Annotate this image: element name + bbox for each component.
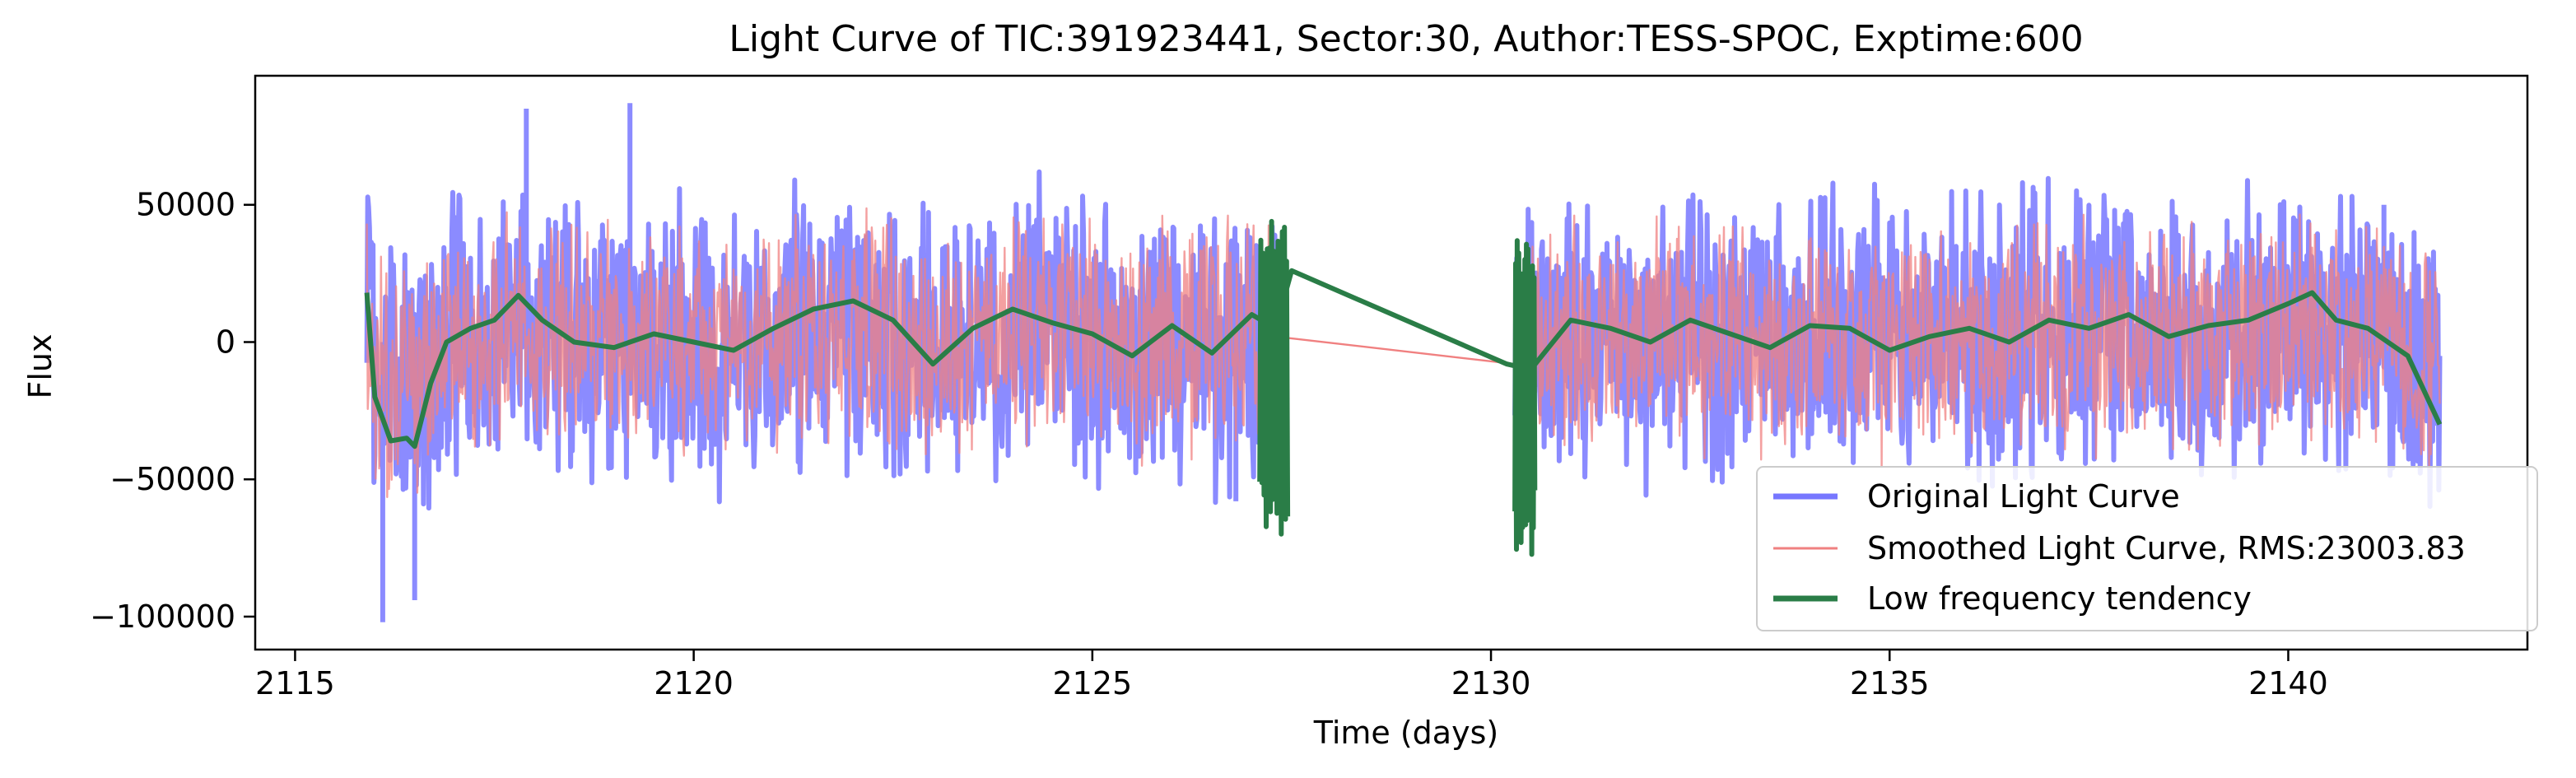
- legend-label-original: Original Light Curve: [1867, 478, 2180, 515]
- legend-label-trend: Low frequency tendency: [1867, 580, 2252, 617]
- x-tick-label: 2120: [654, 665, 734, 701]
- y-tick-label: −100000: [90, 599, 235, 635]
- x-tick-label: 2115: [255, 665, 335, 701]
- x-tick-label: 2135: [1850, 665, 1930, 701]
- series-smoothed-line: [366, 207, 2441, 498]
- series-trend-line: [364, 218, 2443, 557]
- series-smoothed-gap-segment: [1275, 335, 1516, 366]
- legend-label-smoothed: Smoothed Light Curve, RMS:23003.83: [1867, 530, 2466, 566]
- y-axis-label: Flux: [22, 334, 58, 399]
- chart-title: Light Curve of TIC:391923441, Sector:30,…: [729, 18, 2083, 60]
- x-tick-label: 2125: [1052, 665, 1132, 701]
- x-tick-label: 2140: [2248, 665, 2328, 701]
- y-tick-label: −50000: [109, 461, 235, 497]
- plot-frame: [254, 74, 2529, 651]
- y-tick-label: 50000: [136, 187, 235, 223]
- y-tick-label: 0: [216, 324, 235, 360]
- legend: Original Light Curve Smoothed Light Curv…: [1756, 466, 2538, 631]
- x-axis-label: Time (days): [1313, 715, 1498, 751]
- legend-box: [1756, 466, 2538, 631]
- x-tick-label: 2130: [1451, 665, 1531, 701]
